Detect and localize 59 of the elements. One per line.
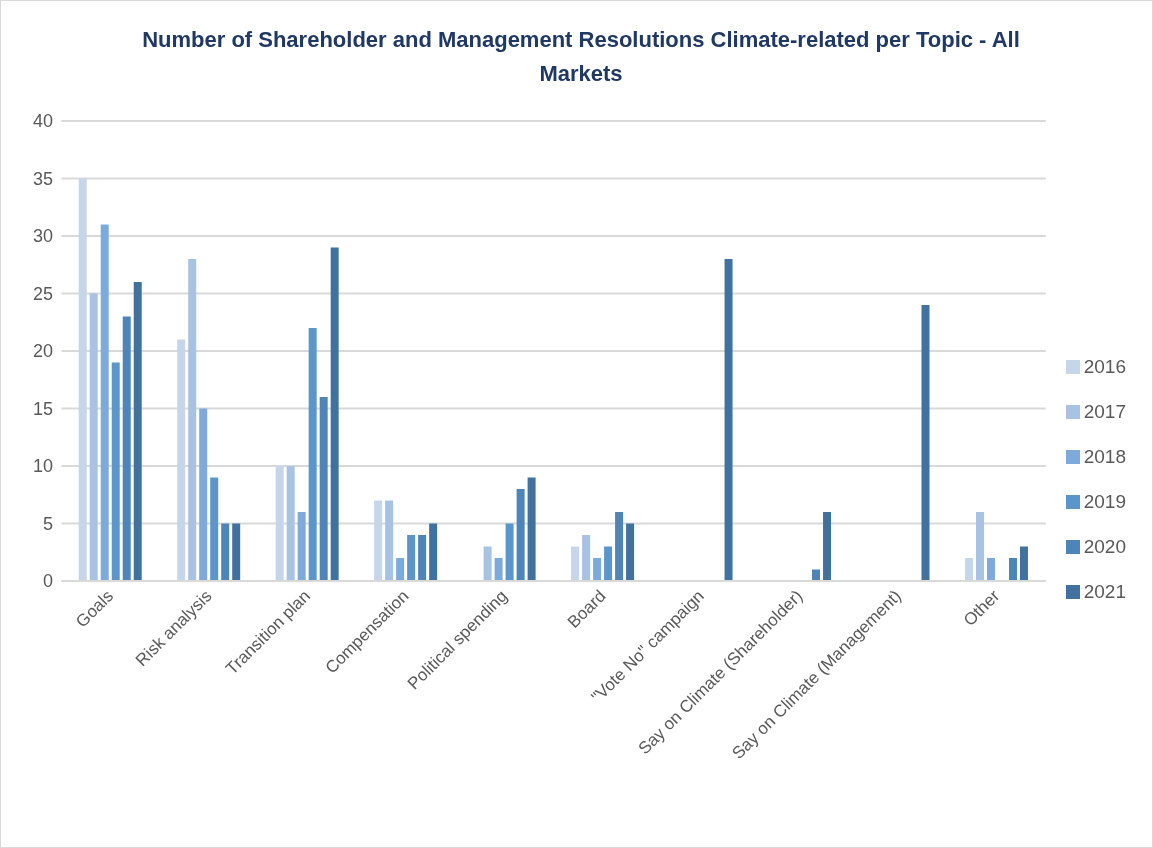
bar xyxy=(177,339,186,581)
legend-label: 2018 xyxy=(1083,445,1126,467)
y-tick-label: 30 xyxy=(32,226,53,247)
bar xyxy=(494,558,503,581)
bar xyxy=(199,408,208,581)
bar xyxy=(330,247,339,581)
bar xyxy=(374,500,383,581)
bar xyxy=(122,316,131,581)
bar xyxy=(418,535,427,581)
bar xyxy=(396,558,405,581)
bar xyxy=(986,558,995,581)
bar xyxy=(571,546,580,581)
legend-label: 2019 xyxy=(1083,490,1126,512)
bar xyxy=(604,546,613,581)
bar xyxy=(582,535,591,581)
bar xyxy=(527,477,536,581)
bar xyxy=(505,523,514,581)
y-tick-label: 35 xyxy=(32,168,53,189)
bar xyxy=(89,293,98,581)
y-tick-label: 40 xyxy=(32,111,53,132)
bar xyxy=(297,512,306,581)
bar xyxy=(188,259,197,581)
bar xyxy=(275,466,284,581)
bar xyxy=(407,535,416,581)
bar xyxy=(964,558,973,581)
bar xyxy=(286,466,295,581)
bar xyxy=(921,305,930,581)
bar xyxy=(221,523,230,581)
bar xyxy=(516,489,525,581)
bar xyxy=(593,558,602,581)
bar xyxy=(111,362,120,581)
bar xyxy=(975,512,984,581)
chart-title: Number of Shareholder and Management Resolutions Climate-related per Topic - All Markets xyxy=(141,26,1021,88)
y-tick-label: 10 xyxy=(32,456,53,477)
y-tick-label: 25 xyxy=(32,283,53,304)
bar xyxy=(429,523,438,581)
legend-label: 2021 xyxy=(1083,580,1126,602)
bar xyxy=(615,512,624,581)
legend-label: 2017 xyxy=(1083,400,1126,422)
bar xyxy=(210,477,219,581)
legend-label: 2020 xyxy=(1083,535,1126,557)
y-tick-label: 20 xyxy=(32,341,53,362)
bar xyxy=(1008,558,1017,581)
bar xyxy=(1019,546,1028,581)
bar xyxy=(823,512,832,581)
bar xyxy=(319,397,328,581)
bar xyxy=(78,178,87,581)
bar xyxy=(232,523,241,581)
bar xyxy=(133,282,142,581)
bar xyxy=(385,500,394,581)
bar xyxy=(483,546,492,581)
y-tick-label: 5 xyxy=(42,513,53,534)
y-tick-label: 15 xyxy=(32,398,53,419)
bar xyxy=(308,328,317,581)
bar xyxy=(100,224,109,581)
bar xyxy=(626,523,635,581)
bar xyxy=(724,259,733,581)
legend-label: 2016 xyxy=(1083,355,1126,377)
y-tick-label: 0 xyxy=(42,571,53,592)
